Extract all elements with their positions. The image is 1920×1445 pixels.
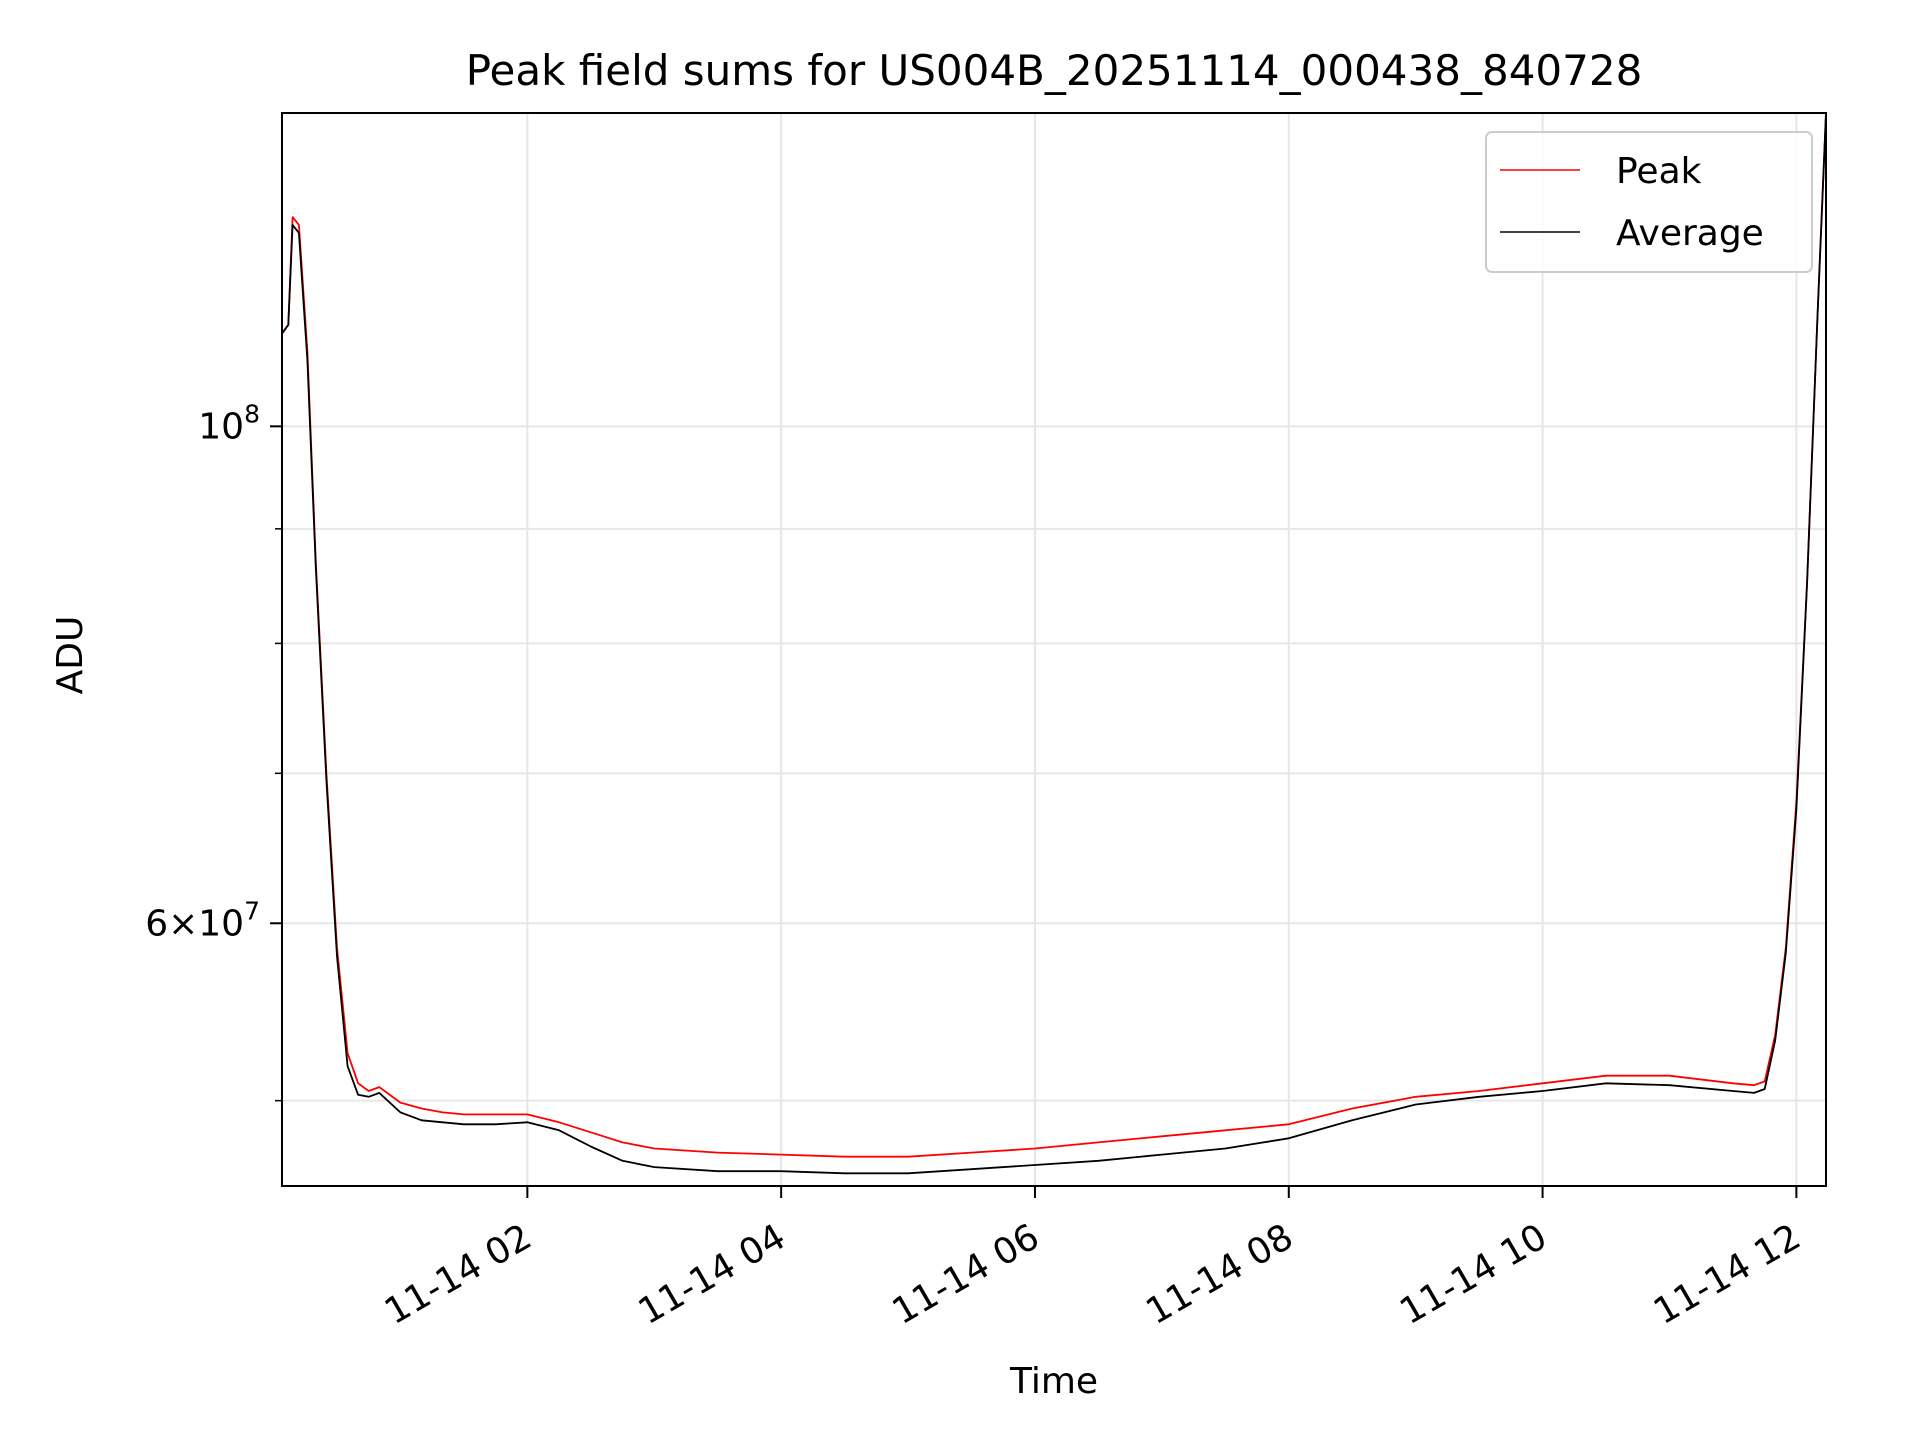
grid-layer — [282, 113, 1826, 1186]
series-layer — [282, 113, 1826, 1175]
plot-frame — [281, 112, 1827, 1187]
y-tick-label: 108 — [198, 399, 260, 447]
series-line-peak — [282, 113, 1826, 1158]
legend-box — [1485, 131, 1813, 273]
x-axis-label: Time — [1009, 1361, 1098, 1402]
chart-title: Peak field sums for US004B_20251114_0004… — [466, 46, 1643, 95]
y-tick-label: 6×107 — [145, 896, 260, 944]
legend: Peak Average — [1485, 131, 1813, 273]
legend-label-peak: Peak — [1616, 151, 1702, 192]
legend-label-average: Average — [1616, 213, 1764, 254]
y-axis-label: ADU — [50, 616, 91, 695]
series-line-average — [282, 113, 1826, 1175]
